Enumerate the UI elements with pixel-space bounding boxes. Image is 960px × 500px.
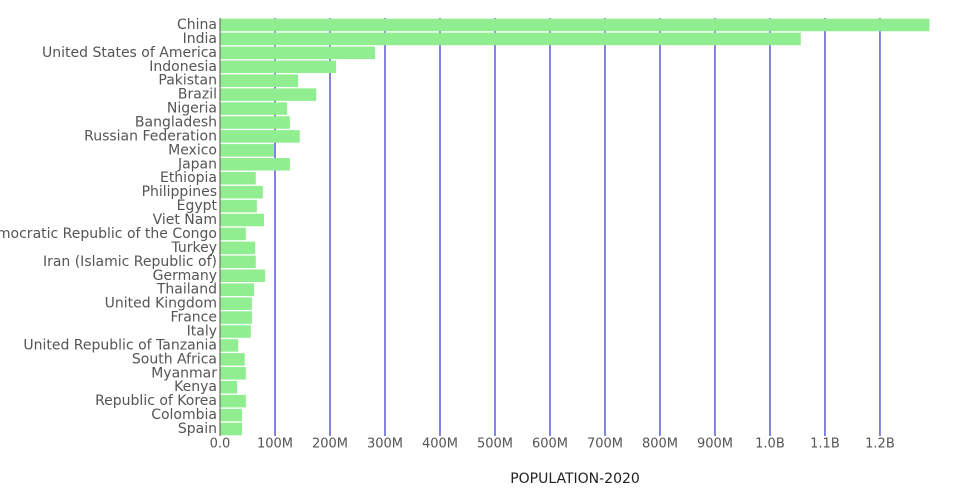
x-axis-title: POPULATION-2020 bbox=[510, 471, 640, 487]
bar bbox=[220, 32, 801, 46]
bar bbox=[220, 227, 246, 241]
bar bbox=[220, 367, 246, 380]
x-tick-label: 500M bbox=[477, 437, 513, 452]
x-tick-label: 600M bbox=[532, 437, 568, 452]
y-tick-label: United Kingdom bbox=[105, 296, 217, 312]
y-tick-label: Turkey bbox=[170, 240, 217, 256]
bar bbox=[220, 422, 242, 436]
bar bbox=[220, 339, 239, 352]
x-tick-label: 200M bbox=[312, 437, 348, 452]
bar bbox=[220, 283, 255, 296]
bar bbox=[220, 144, 274, 157]
y-tick-label: Republic of Korea bbox=[95, 393, 217, 409]
y-tick-label: Iran (Islamic Republic of) bbox=[43, 254, 217, 270]
y-tick-label: Thailand bbox=[156, 282, 217, 298]
bar bbox=[220, 255, 256, 269]
y-tick-label: Viet Nam bbox=[153, 212, 217, 228]
y-tick-label: Indonesia bbox=[149, 59, 217, 75]
bar bbox=[220, 18, 930, 32]
x-tick-label: 0.0 bbox=[210, 437, 231, 452]
bar bbox=[220, 241, 256, 255]
y-tick-label: Spain bbox=[178, 421, 217, 437]
bar bbox=[220, 171, 256, 185]
x-tick-label: 400M bbox=[422, 437, 458, 452]
y-tick-label: Bangladesh bbox=[135, 115, 217, 131]
y-tick-label: Nigeria bbox=[167, 101, 217, 117]
y-tick-label: United Republic of Tanzania bbox=[23, 337, 217, 353]
bar bbox=[220, 130, 300, 143]
y-tick-label: Philippines bbox=[142, 184, 217, 200]
y-tick-label: Italy bbox=[187, 324, 217, 340]
y-tick-label: United States of America bbox=[42, 45, 217, 61]
y-tick-label: Myanmar bbox=[151, 365, 217, 381]
bar bbox=[220, 158, 290, 171]
y-tick-label: Russian Federation bbox=[84, 128, 217, 144]
bar bbox=[220, 199, 257, 213]
y-tick-label: Pakistan bbox=[158, 73, 217, 89]
bar bbox=[220, 408, 242, 422]
bar bbox=[220, 353, 245, 366]
bar bbox=[220, 325, 251, 338]
y-tick-label: South Africa bbox=[132, 351, 217, 367]
y-tick-label: Japan bbox=[177, 156, 217, 172]
x-tick-label: 700M bbox=[587, 437, 623, 452]
x-tick-label: 300M bbox=[367, 437, 403, 452]
bar bbox=[220, 88, 317, 101]
y-tick-label: Democratic Republic of the Congo bbox=[0, 226, 217, 242]
y-tick-label: China bbox=[177, 17, 217, 33]
y-tick-label: Colombia bbox=[151, 407, 217, 423]
x-tick-label: 900M bbox=[697, 437, 733, 452]
y-tick-label: Egypt bbox=[177, 198, 218, 214]
y-tick-label: France bbox=[170, 310, 217, 326]
y-tick-label: Germany bbox=[153, 268, 217, 284]
x-tick-label: 1.2B bbox=[865, 437, 895, 452]
bar bbox=[220, 116, 290, 129]
bar bbox=[220, 185, 263, 199]
bar bbox=[220, 74, 299, 87]
y-tick-label: Brazil bbox=[178, 87, 217, 103]
bar bbox=[220, 297, 252, 310]
y-tick-label: Mexico bbox=[168, 142, 217, 158]
bar bbox=[220, 213, 264, 227]
y-tick-label: India bbox=[183, 31, 217, 47]
x-tick-label: 1.1B bbox=[810, 437, 840, 452]
x-tick-label: 800M bbox=[642, 437, 678, 452]
x-tick-label: 1.0B bbox=[755, 437, 785, 452]
bar bbox=[220, 60, 337, 74]
y-tick-label: Kenya bbox=[174, 379, 217, 395]
bar bbox=[220, 380, 238, 394]
bar bbox=[220, 394, 246, 408]
y-tick-label: Ethiopia bbox=[160, 170, 217, 186]
bar bbox=[220, 102, 288, 115]
bar bbox=[220, 311, 252, 324]
bar bbox=[220, 269, 266, 283]
bar bbox=[220, 46, 376, 60]
x-tick-label: 100M bbox=[257, 437, 293, 452]
